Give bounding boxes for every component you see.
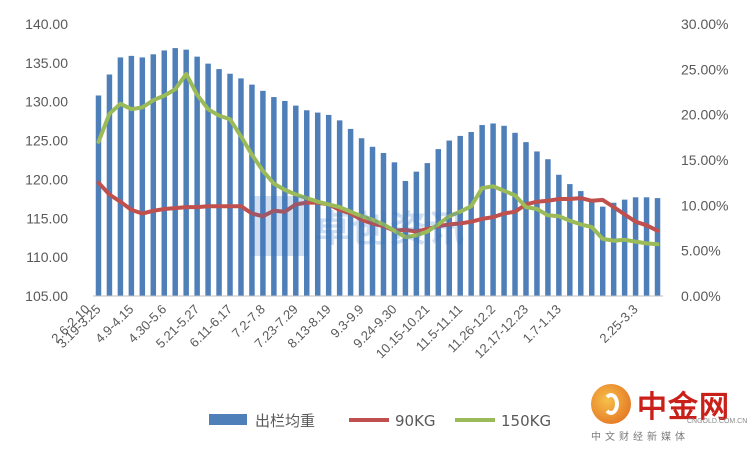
- left-tick-label: 125.00: [25, 133, 68, 149]
- legend: 出栏均重 90KG 150KG: [209, 412, 551, 430]
- bar: [216, 69, 222, 297]
- bar: [183, 49, 189, 296]
- bar: [610, 202, 617, 296]
- bar: [238, 78, 244, 297]
- left-tick-label: 140.00: [25, 16, 68, 32]
- watermark: 卓创资讯: [250, 196, 550, 256]
- left-tick-label: 115.00: [26, 210, 68, 226]
- bar: [293, 105, 299, 296]
- bar: [556, 174, 562, 296]
- left-tick-label: 110.00: [26, 249, 68, 265]
- coin-icon: [591, 384, 631, 424]
- right-tick-label: 0.00%: [681, 288, 721, 304]
- right-tick-label: 10.00%: [681, 197, 728, 213]
- bar: [205, 63, 211, 297]
- bar: [172, 48, 178, 296]
- bar: [567, 184, 573, 296]
- logo-subtitle: 中文财经新媒体: [591, 432, 689, 443]
- watermark-text: 卓创资讯: [314, 209, 467, 250]
- x-tick-label: 2.25-3.3: [596, 302, 640, 346]
- x-axis: 3.19-3.254.9-4.154.30-5.65.21-5.276.11-6…: [48, 302, 640, 362]
- bar: [479, 125, 485, 297]
- bar: [260, 90, 266, 296]
- bar: [150, 54, 157, 297]
- bar: [194, 56, 200, 296]
- bar: [578, 191, 584, 296]
- left-tick-label: 120.00: [25, 171, 68, 187]
- legend-label: 出栏均重: [255, 412, 315, 430]
- legend-label: 90KG: [395, 412, 436, 430]
- bar: [282, 100, 288, 297]
- left-tick-label: 135.00: [25, 55, 68, 71]
- bar: [643, 197, 650, 296]
- plot-area: [93, 48, 663, 297]
- bar: [599, 206, 606, 296]
- watermark-logo-icon: [250, 196, 308, 256]
- bar: [523, 142, 529, 296]
- line-series-2: [96, 71, 660, 247]
- bar: [95, 95, 102, 296]
- bar: [139, 57, 146, 296]
- right-tick-label: 5.00%: [681, 243, 721, 259]
- logo-name: 中金网: [637, 390, 730, 425]
- legend-swatch-bar: [209, 414, 247, 425]
- bar: [534, 151, 540, 296]
- right-tick-label: 30.00%: [681, 16, 728, 32]
- bar: [468, 132, 474, 296]
- right-tick-label: 15.00%: [681, 152, 728, 168]
- left-y-axis: 105.00 110.00 115.00 120.00 125.00 130.00 135.…: [25, 16, 68, 304]
- left-tick-label: 130.00: [25, 94, 68, 110]
- bar: [106, 74, 113, 296]
- bar: [654, 198, 661, 296]
- bar: [545, 159, 551, 296]
- bar: [271, 97, 277, 297]
- bar: [249, 84, 255, 296]
- bar: [457, 135, 463, 296]
- bar: [512, 132, 518, 296]
- right-tick-label: 25.00%: [681, 61, 728, 77]
- bar: [501, 125, 507, 296]
- bar: [589, 198, 595, 296]
- bar: [632, 197, 639, 296]
- right-y-axis: 0.00% 5.00% 10.00% 15.00% 20.00% 25.00% 30.00%: [681, 16, 728, 304]
- bar: [490, 123, 496, 296]
- logo-url: CNGOLD.COM.CN: [687, 418, 748, 425]
- legend-label: 150KG: [501, 412, 551, 430]
- left-tick-label: 105.00: [25, 288, 68, 304]
- brand-logo: 中金网 CNGOLD.COM.CN 中文财经新媒体: [591, 378, 747, 444]
- line-series-1: [96, 180, 660, 234]
- bar: [621, 199, 628, 296]
- bar: [227, 73, 233, 296]
- bar: [117, 57, 124, 296]
- bar: [161, 50, 167, 297]
- bar: [128, 55, 135, 297]
- right-tick-label: 20.00%: [681, 107, 728, 123]
